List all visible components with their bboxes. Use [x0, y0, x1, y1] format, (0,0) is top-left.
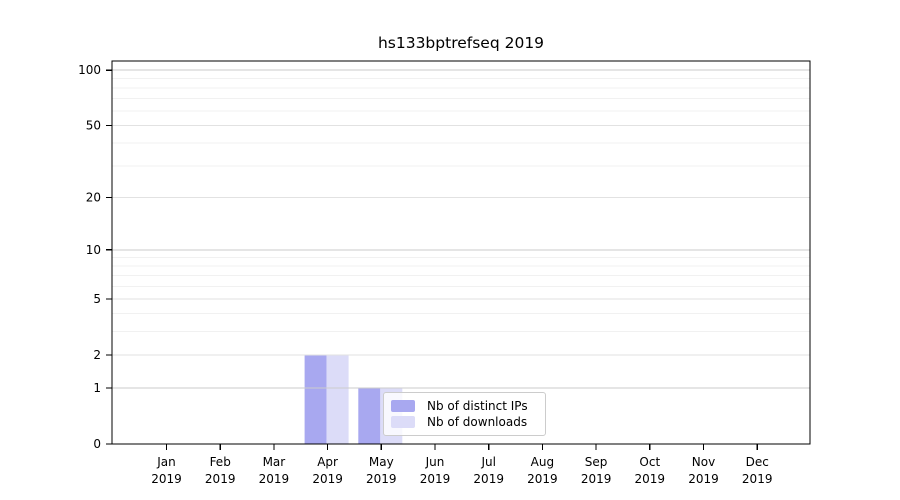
- x-tick-label-year: 2019: [366, 472, 397, 486]
- x-tick-label-year: 2019: [742, 472, 773, 486]
- legend: Nb of distinct IPs Nb of downloads: [383, 392, 546, 436]
- x-tick-label-month: May: [369, 455, 394, 469]
- x-tick-label-year: 2019: [527, 472, 558, 486]
- x-tick-label-month: Nov: [692, 455, 715, 469]
- y-tick-label: 0: [93, 437, 101, 451]
- x-tick-label-year: 2019: [635, 472, 666, 486]
- legend-row-distinct-ips: Nb of distinct IPs: [391, 399, 538, 413]
- x-tick-label-year: 2019: [151, 472, 182, 486]
- y-tick-label: 100: [78, 63, 101, 77]
- bar-distinct-ips-apr: [304, 355, 327, 444]
- y-tick-label: 5: [93, 292, 101, 306]
- legend-label-downloads: Nb of downloads: [427, 415, 528, 429]
- legend-row-downloads: Nb of downloads: [391, 415, 538, 429]
- y-tick-label: 1: [93, 381, 101, 395]
- x-tick-label-month: Dec: [746, 455, 769, 469]
- legend-label-distinct-ips: Nb of distinct IPs: [427, 399, 528, 413]
- x-tick-label-year: 2019: [688, 472, 719, 486]
- x-tick-label-month: Sep: [585, 455, 608, 469]
- legend-swatch-downloads-icon: [391, 416, 415, 428]
- axes-frame: [111, 60, 811, 445]
- x-tick-label-month: Oct: [639, 455, 660, 469]
- x-tick-label-month: Jan: [156, 455, 176, 469]
- x-tick-label-year: 2019: [420, 472, 451, 486]
- legend-swatch-distinct-ips-icon: [391, 400, 415, 412]
- x-tick-label-month: Aug: [531, 455, 554, 469]
- x-tick-label-year: 2019: [473, 472, 504, 486]
- y-tick-label: 10: [86, 243, 101, 257]
- x-tick-label-year: 2019: [312, 472, 343, 486]
- x-tick-label-year: 2019: [259, 472, 290, 486]
- x-tick-label-month: Jun: [425, 455, 445, 469]
- x-tick-label-month: Jul: [480, 455, 495, 469]
- x-tick-label-month: Feb: [210, 455, 231, 469]
- y-tick-label: 50: [86, 119, 101, 133]
- x-tick-label-year: 2019: [581, 472, 612, 486]
- y-tick-label: 20: [86, 190, 101, 204]
- x-tick-label-month: Apr: [317, 455, 338, 469]
- bar-downloads-apr: [326, 355, 349, 444]
- bar-distinct-ips-may: [358, 387, 381, 444]
- y-tick-label: 2: [93, 348, 101, 362]
- x-tick-label-month: Mar: [263, 455, 286, 469]
- x-tick-label-year: 2019: [205, 472, 236, 486]
- chart-title: hs133bptrefseq 2019: [377, 34, 545, 52]
